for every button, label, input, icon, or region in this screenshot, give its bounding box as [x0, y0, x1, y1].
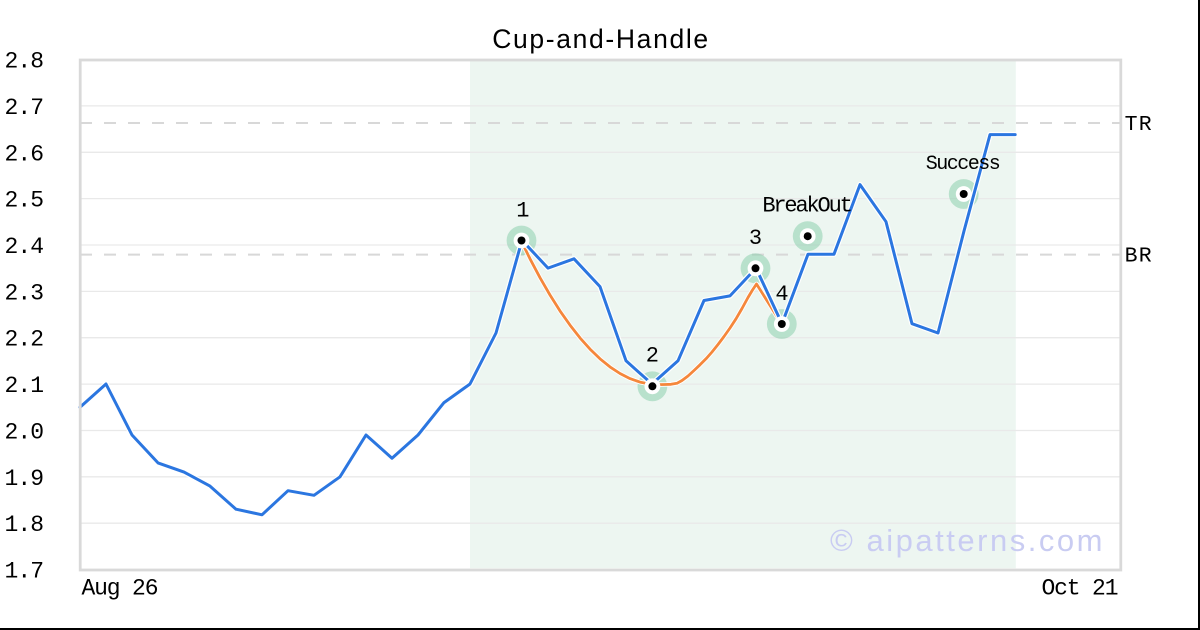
- svg-text:1.7: 1.7: [5, 559, 45, 585]
- svg-text:BreakOut: BreakOut: [762, 194, 853, 219]
- svg-text:2.1: 2.1: [5, 373, 45, 399]
- svg-text:1.9: 1.9: [5, 466, 45, 492]
- svg-text:3: 3: [749, 226, 762, 251]
- svg-text:© aipatterns.com: © aipatterns.com: [830, 523, 1103, 558]
- svg-text:2.4: 2.4: [5, 234, 45, 260]
- svg-text:4: 4: [775, 282, 788, 307]
- svg-text:Aug 26: Aug 26: [82, 575, 159, 601]
- svg-text:2.0: 2.0: [5, 420, 45, 446]
- svg-text:Cup-and-Handle: Cup-and-Handle: [492, 24, 710, 54]
- svg-text:BR: BR: [1125, 244, 1153, 268]
- svg-text:2.8: 2.8: [5, 49, 45, 75]
- svg-text:2.5: 2.5: [5, 188, 45, 214]
- svg-text:Success: Success: [926, 153, 1001, 176]
- svg-text:Oct 21: Oct 21: [1042, 575, 1119, 601]
- svg-text:TR: TR: [1125, 113, 1153, 137]
- svg-text:1: 1: [516, 199, 529, 224]
- svg-text:2: 2: [646, 344, 659, 369]
- svg-text:2.3: 2.3: [5, 280, 45, 306]
- svg-text:2.6: 2.6: [5, 141, 45, 167]
- svg-text:2.2: 2.2: [5, 327, 45, 353]
- svg-text:1.8: 1.8: [5, 512, 45, 538]
- svg-text:2.7: 2.7: [5, 95, 45, 121]
